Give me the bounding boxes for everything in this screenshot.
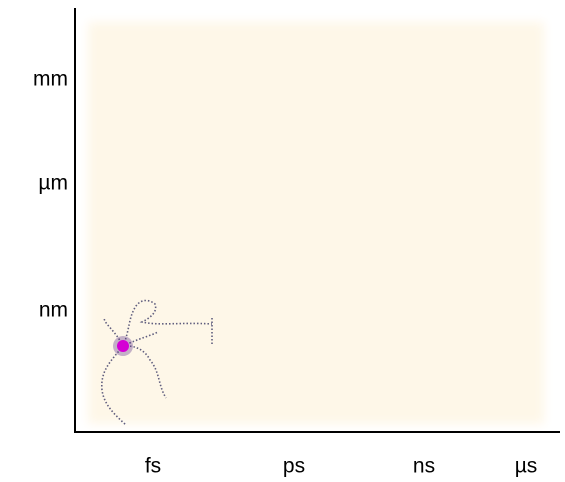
y-tick-label: nm [39,299,68,322]
y-tick-label: mm [33,68,68,91]
x-tick-label: fs [145,455,161,478]
plot-area [88,22,544,424]
y-tick-label: µm [38,172,68,195]
molecule-core [117,340,129,352]
x-tick-label: µs [515,455,538,478]
x-tick-label: ps [283,455,305,478]
x-tick-label: ns [413,455,435,478]
